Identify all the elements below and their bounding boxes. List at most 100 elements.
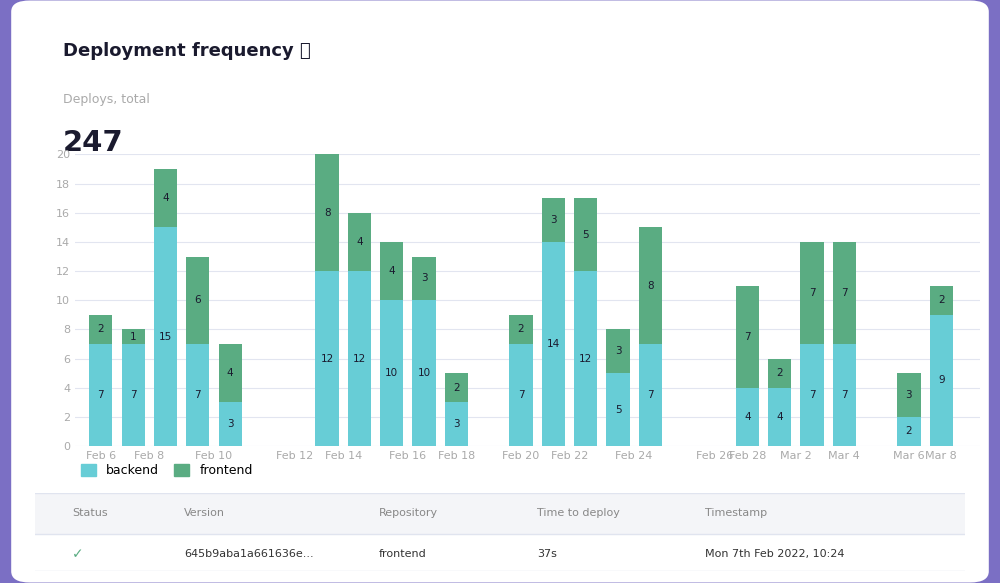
Text: frontend: frontend [379, 549, 427, 559]
Text: 8: 8 [324, 208, 330, 218]
Text: 4: 4 [162, 193, 169, 203]
Text: 15: 15 [159, 332, 172, 342]
Text: 37s: 37s [537, 549, 557, 559]
Text: 2: 2 [98, 324, 104, 335]
Text: Timestamp: Timestamp [705, 508, 767, 518]
Text: 3: 3 [227, 419, 233, 429]
Text: 10: 10 [418, 368, 431, 378]
Text: 3: 3 [906, 390, 912, 400]
Bar [186, 344, 209, 446]
Text: Time to deploy: Time to deploy [537, 508, 620, 518]
Bar [412, 257, 436, 300]
Legend: backend, frontend: backend, frontend [81, 464, 253, 477]
Text: 7: 7 [518, 390, 524, 400]
Text: 12: 12 [353, 353, 366, 364]
Bar [736, 286, 759, 388]
Bar [219, 402, 242, 446]
Text: 7: 7 [809, 390, 815, 400]
Bar [315, 271, 339, 446]
Bar [930, 286, 953, 315]
Text: 5: 5 [582, 230, 589, 240]
Text: 7: 7 [130, 390, 136, 400]
Text: 2: 2 [776, 368, 783, 378]
Bar [639, 227, 662, 344]
Bar [348, 213, 371, 271]
Text: 7: 7 [195, 390, 201, 400]
FancyBboxPatch shape [35, 493, 965, 533]
Text: 9: 9 [938, 375, 945, 385]
Text: 3: 3 [421, 273, 427, 283]
Text: 4: 4 [744, 412, 751, 422]
Bar [897, 373, 921, 417]
Text: 3: 3 [615, 346, 621, 356]
Text: Repository: Repository [379, 508, 438, 518]
Text: 14: 14 [547, 339, 560, 349]
Text: 2: 2 [906, 426, 912, 437]
Text: 1: 1 [130, 332, 136, 342]
Bar [897, 417, 921, 446]
Bar [154, 227, 177, 446]
Text: 7: 7 [744, 332, 751, 342]
Bar [412, 300, 436, 446]
Text: 3: 3 [550, 215, 557, 225]
Bar [639, 344, 662, 446]
Text: 12: 12 [320, 353, 334, 364]
Text: 5: 5 [615, 405, 621, 415]
FancyBboxPatch shape [11, 1, 989, 582]
Bar [606, 329, 630, 373]
Bar [186, 257, 209, 344]
Text: 2: 2 [938, 295, 945, 305]
Bar [833, 344, 856, 446]
Text: 4: 4 [776, 412, 783, 422]
Bar [930, 315, 953, 446]
Text: 7: 7 [809, 288, 815, 298]
Text: Status: Status [72, 508, 108, 518]
Text: 10: 10 [385, 368, 398, 378]
Text: ✓: ✓ [72, 547, 84, 561]
Bar [122, 344, 145, 446]
Text: 7: 7 [98, 390, 104, 400]
Bar [89, 344, 112, 446]
Text: 2: 2 [453, 382, 460, 393]
Text: Mon 7th Feb 2022, 10:24: Mon 7th Feb 2022, 10:24 [705, 549, 844, 559]
Text: Deployment frequency ⓘ: Deployment frequency ⓘ [63, 43, 311, 61]
Text: 4: 4 [227, 368, 233, 378]
Text: 4: 4 [356, 237, 363, 247]
Text: Deploys, total: Deploys, total [63, 93, 150, 106]
Text: 247: 247 [63, 129, 124, 157]
Text: 7: 7 [841, 390, 848, 400]
Bar [800, 344, 824, 446]
Bar [445, 373, 468, 402]
Bar [833, 242, 856, 344]
Bar [509, 344, 533, 446]
Bar [445, 402, 468, 446]
Bar [348, 271, 371, 446]
Text: 3: 3 [453, 419, 460, 429]
Text: Version: Version [184, 508, 225, 518]
Bar [154, 169, 177, 227]
Bar [574, 271, 597, 446]
Bar [574, 198, 597, 271]
Bar [542, 242, 565, 446]
Bar [89, 315, 112, 344]
Bar [768, 359, 791, 388]
Bar [509, 315, 533, 344]
Text: 8: 8 [647, 280, 654, 291]
Bar [219, 344, 242, 402]
Text: 2: 2 [518, 324, 524, 335]
Bar [380, 242, 403, 300]
Bar [122, 329, 145, 344]
Bar [380, 300, 403, 446]
Bar [606, 373, 630, 446]
Bar [542, 198, 565, 242]
Bar [768, 388, 791, 446]
Bar [315, 154, 339, 271]
Text: 645b9aba1a661636e...: 645b9aba1a661636e... [184, 549, 313, 559]
Text: 7: 7 [647, 390, 654, 400]
Bar [736, 388, 759, 446]
Text: 12: 12 [579, 353, 592, 364]
Text: 6: 6 [195, 295, 201, 305]
Bar [800, 242, 824, 344]
Text: 7: 7 [841, 288, 848, 298]
Text: 4: 4 [388, 266, 395, 276]
